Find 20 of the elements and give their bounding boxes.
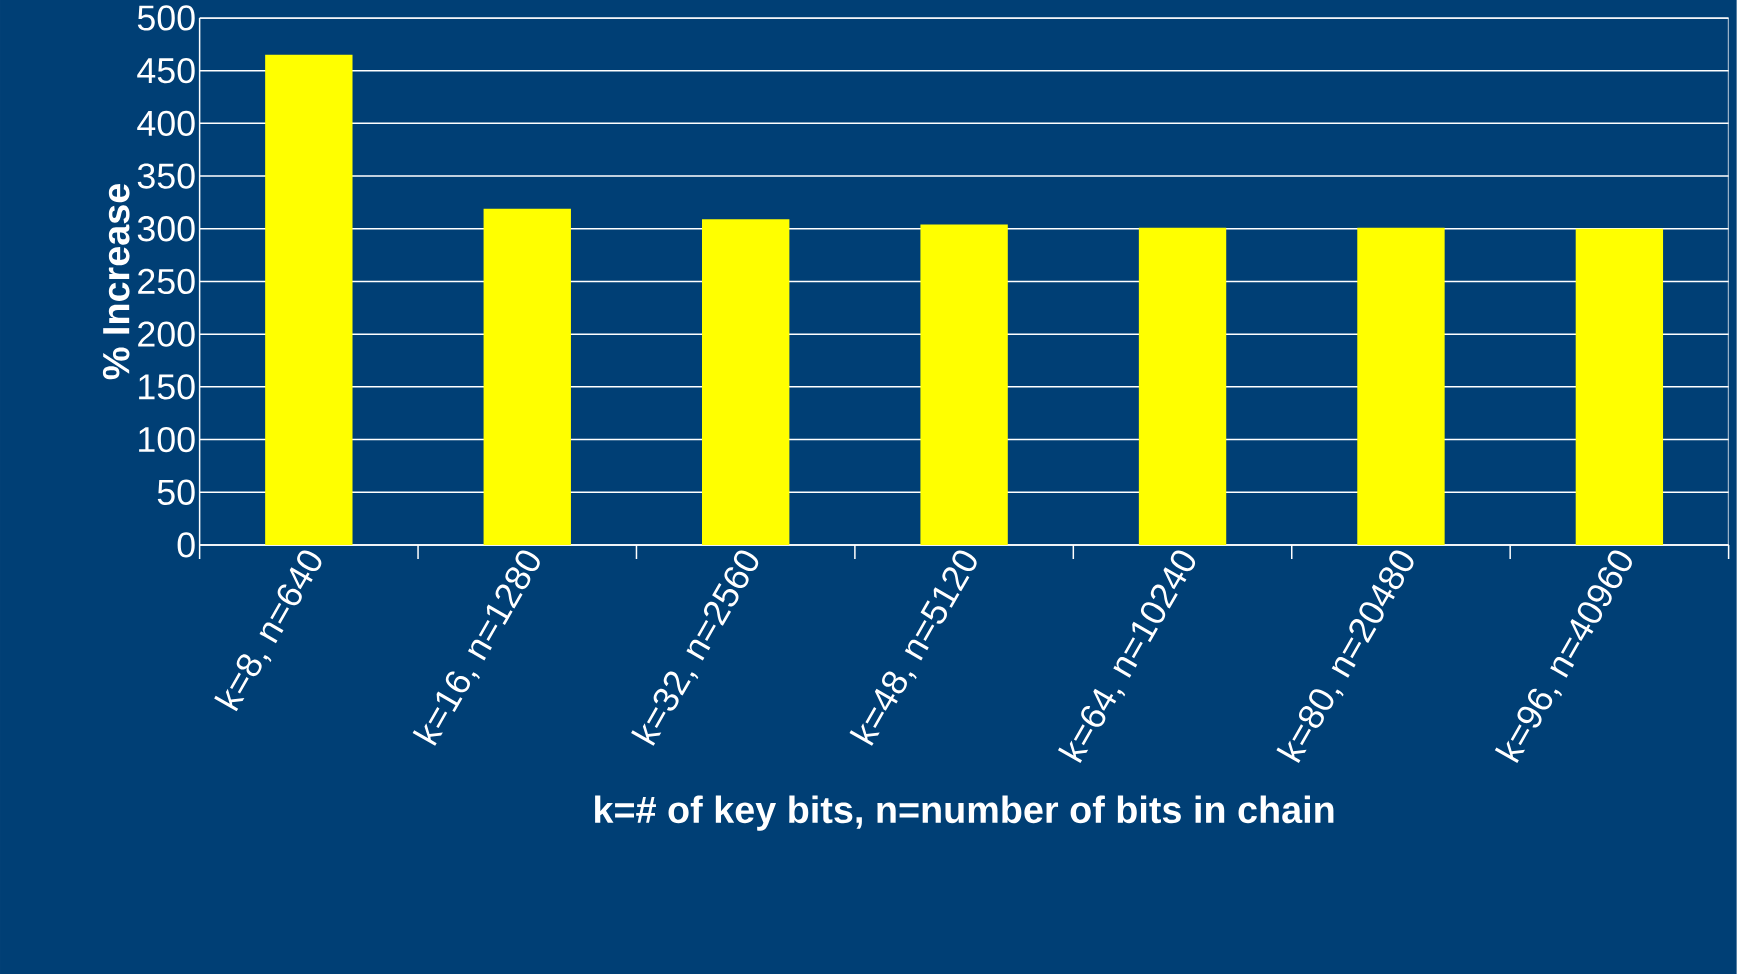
y-tick-label: 250 [138, 268, 195, 295]
y-axis-title: % Increase [102, 184, 130, 380]
x-axis-title: k=# of key bits, n=number of bits in chain [595, 795, 1334, 831]
bar [1138, 227, 1227, 545]
y-tick-label: 150 [139, 374, 195, 400]
bar [702, 219, 790, 545]
y-tick-label: 0 [177, 532, 195, 558]
y-tick-label: 50 [157, 479, 195, 505]
y-tick-label: 200 [138, 321, 195, 347]
y-tick-label: 100 [139, 426, 195, 453]
bar [1575, 228, 1664, 545]
bar [483, 208, 571, 545]
y-tick-label: 350 [137, 163, 195, 189]
y-tick-label: 300 [137, 216, 195, 242]
bar [920, 224, 1008, 545]
y-tick-label: 400 [137, 110, 195, 136]
bar [1357, 227, 1445, 545]
y-tick-label: 500 [137, 5, 195, 31]
y-tick-label: 450 [137, 57, 195, 84]
bar [265, 54, 353, 545]
